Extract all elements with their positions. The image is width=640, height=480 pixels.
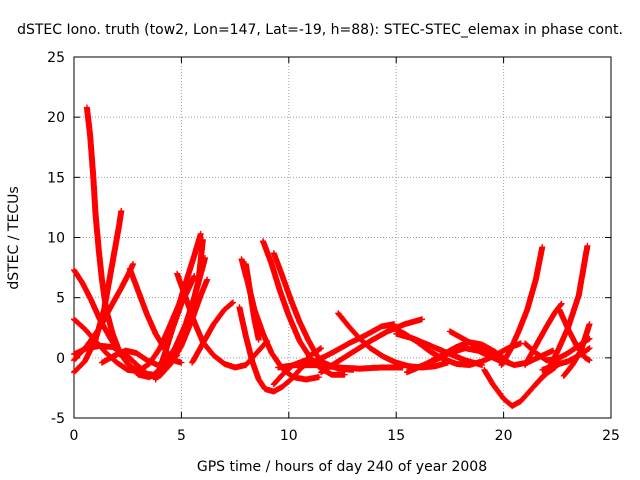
- x-tick-label: 5: [177, 428, 186, 444]
- series-arc18: [270, 250, 329, 367]
- series-marker-path: [296, 321, 398, 371]
- series-marker-path: [539, 345, 593, 373]
- x-tick-label: 15: [387, 428, 405, 444]
- x-axis-ticks: 0 5 10 15 20 25: [70, 57, 620, 444]
- series-arc6: [71, 261, 137, 364]
- x-tick-label: 10: [280, 428, 298, 444]
- y-axis-ticks: -5 0 5 10 15 20 25: [47, 50, 611, 427]
- y-tick-label: 0: [56, 351, 65, 367]
- series-marker-path: [242, 261, 262, 343]
- series-arc14: [242, 261, 262, 343]
- data-points: [71, 104, 593, 409]
- series-arc1: [83, 104, 206, 381]
- x-axis-label: GPS time / hours of day 240 of year 2008: [197, 459, 487, 475]
- series-arc34: [539, 345, 593, 373]
- y-tick-label: 20: [47, 110, 65, 126]
- x-tick-label: 20: [495, 428, 513, 444]
- series-arc17: [275, 362, 406, 372]
- y-tick-label: 5: [56, 291, 65, 307]
- series-marker-path: [498, 244, 546, 369]
- y-axis-label: dSTEC / TECUs: [6, 186, 22, 289]
- y-tick-label: -5: [51, 411, 65, 427]
- x-tick-label: 0: [70, 428, 79, 444]
- series-marker-path: [275, 362, 406, 372]
- grid-lines: [74, 57, 611, 418]
- series-arc23: [393, 330, 486, 369]
- series-marker-path: [270, 250, 329, 367]
- x-tick-label: 25: [602, 428, 620, 444]
- y-tick-label: 25: [47, 50, 65, 66]
- series-marker-path: [71, 261, 137, 364]
- series-arc19: [296, 321, 398, 371]
- y-tick-label: 10: [47, 231, 65, 247]
- series-marker-path: [393, 330, 486, 369]
- series-arc11: [189, 299, 236, 366]
- series-marker-path: [189, 299, 236, 366]
- chart-title: dSTEC Iono. truth (tow2, Lon=147, Lat=-1…: [17, 22, 623, 38]
- y-tick-label: 15: [47, 170, 65, 186]
- series-arc28: [498, 244, 546, 369]
- series-marker-path: [83, 104, 206, 381]
